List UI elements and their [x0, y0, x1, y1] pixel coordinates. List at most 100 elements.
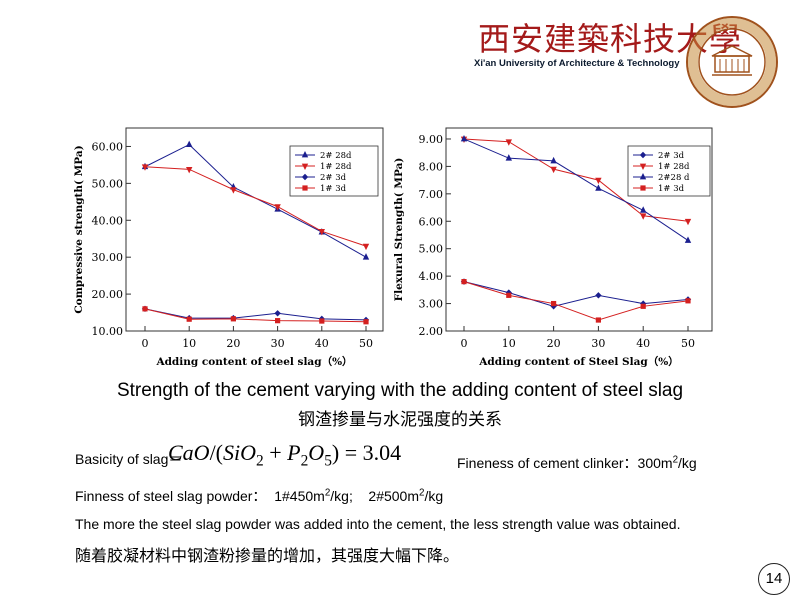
- legend-label: 2#28 d: [658, 173, 690, 183]
- data-point: [506, 292, 512, 298]
- chart-2: 2.00 3.00 4.00 5.00 6.00 7.00 8.00 9.00 0 10 20 30 4…: [393, 127, 713, 368]
- x-tick-label: 40: [636, 337, 650, 350]
- data-point: [230, 316, 236, 322]
- data-point: [595, 317, 601, 323]
- legend-label: 1# 3d: [320, 184, 347, 194]
- data-point: [550, 166, 557, 174]
- data-point: [640, 300, 647, 307]
- conclusion-cn: 随着胶凝材料中钢渣粉掺量的增加，其强度大幅下降。: [75, 548, 460, 565]
- legend-label: 2# 3d: [658, 151, 685, 161]
- chart-caption-cn: 钢渣掺量与水泥强度的关系: [298, 410, 502, 429]
- y-tick-label: 7.00: [419, 188, 444, 201]
- y-tick-label: 5.00: [419, 243, 444, 256]
- x-tick-label: 30: [271, 337, 285, 350]
- formula-plus: +: [263, 440, 288, 465]
- x-tick-label: 0: [461, 337, 468, 350]
- header: 西安建築科技大學 Xi'an University of Architectur…: [470, 12, 790, 108]
- data-point: [141, 164, 149, 171]
- data-point: [460, 134, 468, 142]
- data-point: [595, 184, 602, 191]
- strength-charts: 10.00 20.00 30.00 40.00 50.00 60.00 0 10 20 30 40 5…: [73, 127, 713, 368]
- fineness-unit: /kg: [678, 455, 697, 471]
- data-point: [186, 140, 193, 148]
- series-line: [463, 138, 689, 241]
- legend-label: 1# 3d: [658, 184, 685, 194]
- slag-powder-1-value: 1#450m: [274, 488, 325, 504]
- data-point: [595, 177, 602, 185]
- x-axis-label: Adding content of Steel Slag（%）: [478, 355, 678, 368]
- x-tick-label: 0: [142, 337, 149, 350]
- data-point: [318, 228, 325, 236]
- data-point: [274, 310, 281, 317]
- legend-marker: [640, 185, 646, 191]
- data-point: [551, 300, 557, 307]
- y-tick-label: 9.00: [419, 133, 444, 146]
- formula-o-sub: 5: [324, 452, 332, 470]
- data-point: [684, 236, 692, 243]
- fineness-value: 300m: [637, 455, 673, 471]
- x-axis-label: Adding content of steel slag（%）: [155, 355, 352, 368]
- fineness-label: Fineness of cement clinker：: [457, 455, 638, 471]
- conclusion-en: The more the steel slag powder was added…: [75, 516, 681, 532]
- y-tick-label: 8.00: [419, 160, 444, 173]
- series-line: [144, 166, 367, 247]
- data-point: [685, 298, 691, 304]
- y-tick-label: 40.00: [92, 214, 124, 227]
- slag-powder-fineness: Finness of steel slag powder： 1#450m2/kg…: [75, 486, 443, 506]
- cement-fineness: Fineness of cement clinker：300m2/kg: [457, 453, 697, 473]
- legend-marker: [639, 163, 647, 170]
- data-point: [142, 306, 148, 312]
- series-line: [144, 308, 367, 321]
- data-point: [186, 166, 193, 174]
- page-number: 14: [758, 563, 790, 595]
- legend-label: 1# 28d: [658, 162, 690, 172]
- data-point: [319, 318, 325, 324]
- legend-label: 2# 28d: [320, 151, 352, 161]
- university-seal-logo: [686, 16, 778, 108]
- plot-frame: [125, 127, 384, 332]
- data-point: [640, 213, 647, 220]
- x-tick-label: 40: [315, 337, 329, 350]
- y-tick-label: 20.00: [92, 288, 124, 301]
- formula-p-sub: 2: [300, 452, 309, 470]
- data-point: [505, 154, 512, 161]
- data-point: [230, 187, 237, 194]
- x-tick-label: 20: [226, 337, 240, 350]
- data-point: [505, 139, 512, 146]
- data-point: [363, 319, 369, 325]
- x-tick-label: 30: [591, 337, 605, 350]
- y-tick-label: 30.00: [92, 251, 124, 264]
- y-axis-label: Flexural Strength( MPa): [393, 158, 405, 302]
- formula-cao: CaO: [168, 440, 210, 465]
- formula-sio: SiO: [223, 440, 257, 465]
- y-tick-label: 2.00: [419, 325, 444, 338]
- data-point: [362, 253, 370, 260]
- data-point: [684, 218, 692, 226]
- data-point: [595, 292, 602, 299]
- formula-o: O: [308, 440, 325, 465]
- series-line: [463, 281, 689, 321]
- data-point: [640, 303, 646, 309]
- formula-p: P: [287, 440, 301, 465]
- data-point: [550, 156, 557, 164]
- legend-marker: [301, 163, 309, 170]
- basicity-label: Basicity of slag＝: [75, 451, 183, 467]
- formula-sio-sub: 2: [256, 452, 264, 470]
- data-point: [186, 316, 192, 322]
- legend-marker: [639, 151, 647, 159]
- series-line: [144, 308, 367, 323]
- chart-1: 10.00 20.00 30.00 40.00 50.00 60.00 0 10 20 30 40 5…: [73, 127, 384, 368]
- x-tick-label: 50: [359, 337, 373, 350]
- chart-caption-en: Strength of the cement varying with the …: [116, 380, 684, 401]
- data-point: [640, 206, 647, 213]
- y-tick-label: 10.00: [92, 325, 124, 338]
- legend-label: 1# 28d: [320, 162, 352, 172]
- university-name-en: Xi'an University of Architecture & Techn…: [474, 58, 680, 69]
- plot-frame: [445, 127, 713, 332]
- x-tick-label: 10: [502, 337, 516, 350]
- legend-marker: [301, 151, 309, 158]
- y-tick-label: 3.00: [419, 298, 444, 311]
- slag-powder-label: Finness of steel slag powder：: [75, 488, 267, 504]
- data-point: [275, 318, 281, 324]
- slag-powder-1-unit: /kg;: [330, 488, 353, 504]
